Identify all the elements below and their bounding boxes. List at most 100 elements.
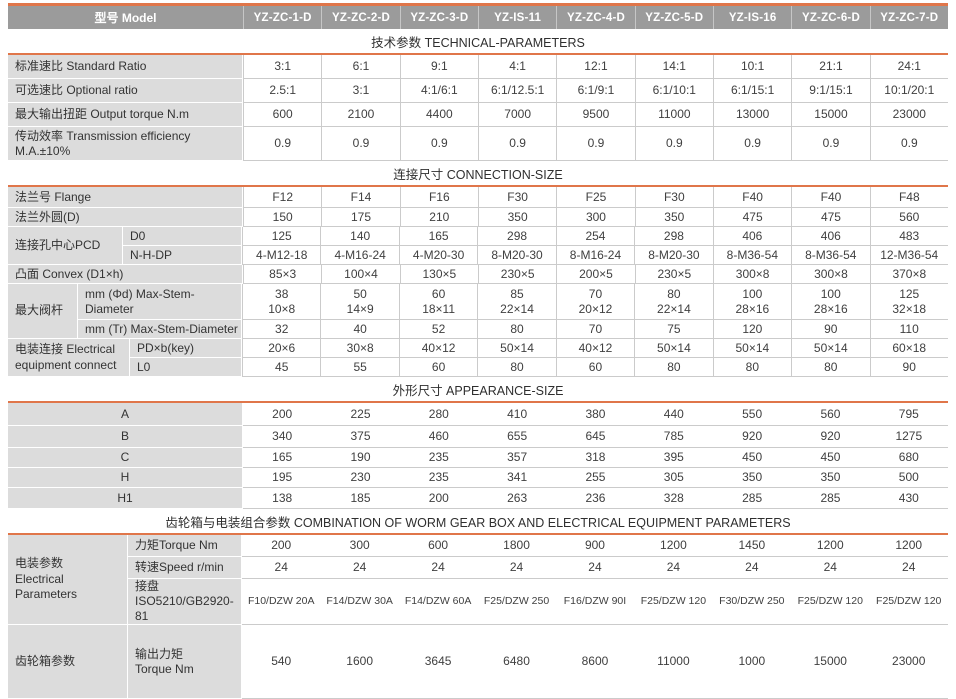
section-title: 技术参数 TECHNICAL-PARAMETERS (8, 29, 948, 55)
data-cell: 175 (321, 208, 400, 227)
data-cell: 50×14 (791, 339, 870, 358)
data-cell: 8-M20-30 (634, 246, 713, 265)
data-cell: 298 (477, 227, 556, 246)
data-cell: 24 (791, 557, 870, 579)
data-cell: 10:1 (712, 55, 792, 79)
data-cell: 2100 (321, 103, 400, 127)
data-cell: 50×14 (477, 339, 556, 358)
data-cell: 450 (791, 448, 870, 468)
data-cell: 24 (869, 557, 948, 579)
data-cell: 60 (398, 358, 478, 377)
data-cell: 285 (712, 488, 792, 509)
data-cell: 1000 (712, 625, 792, 699)
data-cell: 3:1 (321, 79, 400, 103)
data-cell: 254 (555, 227, 635, 246)
data-cell: 560 (869, 208, 948, 227)
data-cell: 4:1 (477, 55, 557, 79)
model-header-cell: YZ-ZC-2-D (321, 6, 399, 29)
data-cell: 80 (477, 358, 556, 377)
spec-table-body: 技术参数 TECHNICAL-PARAMETERS 标准速比 Standard R… (8, 29, 948, 699)
data-cell: 23000 (869, 625, 948, 699)
data-cell: 450 (712, 448, 792, 468)
spec-row: 法兰号 Flange F12 F14 F16 F30 F25 F30 F40 F40 F48 (8, 187, 948, 208)
data-cell: 195 (243, 468, 322, 488)
row-label: 传动效率 Transmission efficiency M.A.±10% (8, 127, 243, 161)
row-label: 法兰外圆(D) (8, 208, 243, 227)
model-header-cell: YZ-ZC-6-D (791, 6, 869, 29)
data-cell: 0.9 (712, 127, 792, 161)
data-cell: 85 22×14 (477, 284, 556, 320)
data-cell: 8600 (555, 625, 635, 699)
spec-row: 转速Speed r/min 24 24 24 24 24 24 24 24 24 (128, 557, 948, 579)
data-cell: 140 (320, 227, 399, 246)
row-group-body: 力矩Torque Nm 200 300 600 1800 900 1200 1450 1200 1… (128, 535, 948, 625)
row-label: 最大输出扭距 Output torque N.m (8, 103, 243, 127)
data-cell: F14 (321, 187, 400, 208)
data-cell: 285 (791, 488, 870, 509)
spec-row: B 340 375 460 655 645 785 920 920 1275 (8, 426, 948, 448)
data-cell: F14/DZW 60A (398, 579, 478, 625)
section-title: 外形尺寸 APPEARANCE-SIZE (8, 377, 948, 403)
data-cell: 15000 (791, 103, 870, 127)
data-cell: 9:1 (399, 55, 478, 79)
section-title: 连接尺寸 CONNECTION-SIZE (8, 161, 948, 187)
data-cell: 4400 (399, 103, 478, 127)
top-accent-line (8, 3, 948, 6)
row-label: 输出力矩 Torque Nm (128, 625, 242, 699)
data-cell: 655 (477, 426, 557, 448)
data-cell: 3:1 (243, 55, 322, 79)
row-label: N-H-DP (123, 246, 242, 265)
model-header-cell: YZ-ZC-7-D (869, 6, 948, 29)
data-cell: 6:1/10:1 (634, 79, 713, 103)
data-cell: 20×6 (242, 339, 321, 358)
data-cell: F16/DZW 90I (555, 579, 635, 625)
row-group-body: PD×b(key) 20×6 30×8 40×12 50×14 40×12 50×14 50×… (130, 339, 948, 377)
data-cell: 370×8 (869, 265, 948, 284)
data-cell: F48 (869, 187, 948, 208)
data-cell: 350 (477, 208, 557, 227)
data-cell: 12:1 (556, 55, 635, 79)
data-cell: 60 18×11 (398, 284, 478, 320)
data-cell: 110 (869, 320, 948, 339)
data-cell: F16 (399, 187, 478, 208)
spec-row: A 200 225 280 410 380 440 550 560 795 (8, 403, 948, 426)
model-column-header: 型号 Model (94, 11, 157, 25)
model-header-cell: YZ-ZC-1-D (243, 6, 321, 29)
data-cell: 24 (477, 557, 556, 579)
data-cell: 130×5 (399, 265, 478, 284)
data-cell: 80 (791, 358, 870, 377)
data-cell: 300 (556, 208, 635, 227)
data-cell: 341 (477, 468, 557, 488)
data-cell: 255 (556, 468, 635, 488)
data-cell: 4:1/6:1 (399, 79, 478, 103)
data-cell: 460 (399, 426, 478, 448)
row-group: 电装连接 Electrical equipment connect PD×b(ke… (8, 339, 948, 377)
data-cell: 100 28×16 (791, 284, 870, 320)
data-cell: 300 (320, 535, 399, 557)
data-cells: 165 190 235 357 318 395 450 450 680 (243, 448, 948, 468)
data-cell: 300×8 (712, 265, 792, 284)
data-cell: F30/DZW 250 (712, 579, 792, 625)
data-cell: 4-M12-18 (242, 246, 321, 265)
row-label: H (8, 468, 243, 488)
data-cell: 14:1 (634, 55, 713, 79)
data-cell: 8-M16-24 (555, 246, 635, 265)
data-cells: 138 185 200 263 236 328 285 285 430 (243, 488, 948, 509)
data-cell: 40×12 (555, 339, 635, 358)
data-cell: 120 (712, 320, 792, 339)
data-cells: 0.9 0.9 0.9 0.9 0.9 0.9 0.9 0.9 0.9 (243, 127, 948, 161)
spec-row: 传动效率 Transmission efficiency M.A.±10% 0.9… (8, 127, 948, 161)
model-header-cell: YZ-IS-16 (712, 6, 791, 29)
data-cell: 230 (321, 468, 400, 488)
row-label: 转速Speed r/min (128, 557, 242, 579)
data-cell: 560 (791, 403, 870, 426)
data-cell: 24 (398, 557, 478, 579)
row-label: 标准速比 Standard Ratio (8, 55, 243, 79)
data-cell: 50 14×9 (320, 284, 399, 320)
data-cell: 138 (243, 488, 322, 509)
row-label: 接盘 ISO5210/GB2920-81 (128, 579, 242, 625)
data-cell: 406 (791, 227, 870, 246)
data-cell: 13000 (712, 103, 792, 127)
row-label: 法兰号 Flange (8, 187, 243, 208)
row-group-label: 最大阀杆 (8, 284, 78, 339)
